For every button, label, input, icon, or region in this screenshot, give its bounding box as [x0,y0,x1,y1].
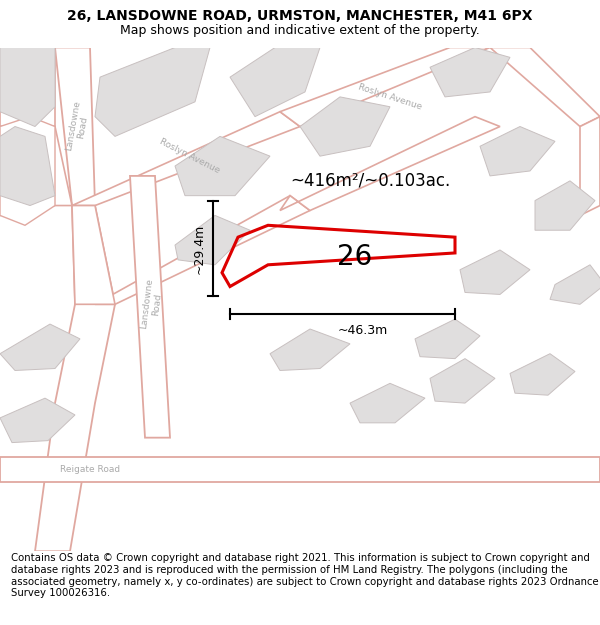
Text: 26: 26 [337,243,373,271]
Text: Roslyn Avenue: Roslyn Avenue [357,82,423,111]
Polygon shape [95,196,310,304]
Polygon shape [280,48,490,126]
Polygon shape [0,398,75,442]
Text: ~46.3m: ~46.3m [337,324,388,337]
Polygon shape [535,181,595,230]
Polygon shape [0,48,55,126]
Polygon shape [35,48,115,551]
Polygon shape [490,48,600,126]
Polygon shape [350,383,425,423]
Text: ~29.4m: ~29.4m [193,223,206,274]
Polygon shape [510,354,575,395]
Polygon shape [280,117,500,211]
Polygon shape [72,112,300,206]
Polygon shape [480,126,555,176]
Text: 26, LANSDOWNE ROAD, URMSTON, MANCHESTER, M41 6PX: 26, LANSDOWNE ROAD, URMSTON, MANCHESTER,… [67,9,533,24]
Polygon shape [0,117,55,225]
Text: ~416m²/~0.103ac.: ~416m²/~0.103ac. [290,172,450,190]
Text: Lansdowne
Road: Lansdowne Road [64,100,92,153]
Polygon shape [0,458,600,482]
Text: Reigate Road: Reigate Road [60,465,120,474]
Text: Roslyn Avenue: Roslyn Avenue [158,137,221,175]
Polygon shape [550,265,600,304]
Polygon shape [430,48,510,97]
Polygon shape [415,319,480,359]
Polygon shape [0,126,72,216]
Polygon shape [95,48,210,136]
Polygon shape [0,324,80,371]
Polygon shape [580,117,600,216]
Text: Map shows position and indicative extent of the property.: Map shows position and indicative extent… [120,24,480,37]
Polygon shape [175,216,250,265]
Polygon shape [430,359,495,403]
Text: Lansdowne
Road: Lansdowne Road [139,278,165,331]
Polygon shape [230,48,320,117]
Polygon shape [270,329,350,371]
Polygon shape [300,97,390,156]
Polygon shape [175,136,270,196]
Polygon shape [460,250,530,294]
Polygon shape [0,48,55,126]
Polygon shape [72,206,115,304]
Text: Contains OS data © Crown copyright and database right 2021. This information is : Contains OS data © Crown copyright and d… [11,554,598,598]
Polygon shape [0,126,55,206]
Polygon shape [130,176,170,438]
